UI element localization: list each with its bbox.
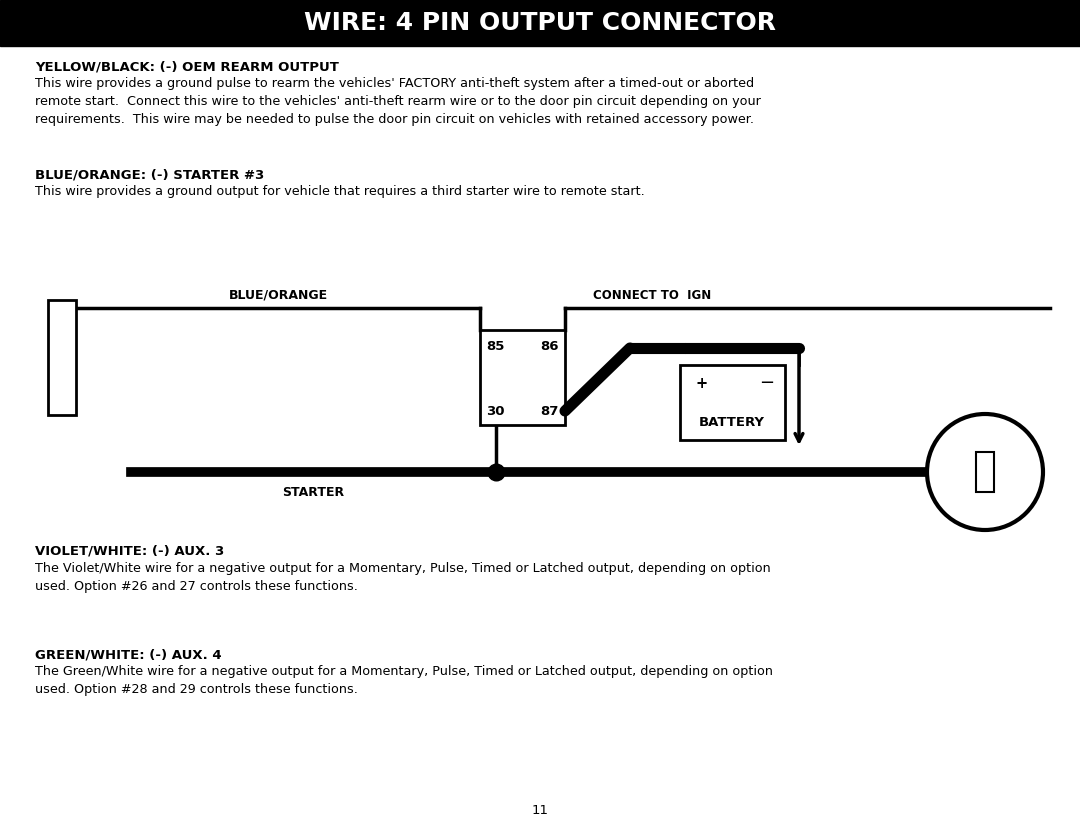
Text: 11: 11 — [531, 803, 549, 816]
Bar — [48, 300, 76, 415]
Text: +: + — [696, 375, 708, 390]
Text: CONNECT TO  IGN: CONNECT TO IGN — [593, 289, 712, 302]
Bar — [680, 365, 785, 440]
Text: BATTERY: BATTERY — [699, 415, 765, 429]
Text: −: − — [759, 374, 774, 392]
Text: VIOLET/WHITE: (-) AUX. 3: VIOLET/WHITE: (-) AUX. 3 — [35, 545, 225, 558]
Text: 85: 85 — [486, 339, 504, 353]
Text: YELLOW/BLACK: (-) OEM REARM OUTPUT: YELLOW/BLACK: (-) OEM REARM OUTPUT — [35, 60, 339, 73]
Text: This wire provides a ground pulse to rearm the vehicles' FACTORY anti-theft syst: This wire provides a ground pulse to rea… — [35, 77, 761, 126]
Text: The Green/White wire for a negative output for a Momentary, Pulse, Timed or Latc: The Green/White wire for a negative outp… — [35, 665, 773, 696]
Text: BLUE/ORANGE: BLUE/ORANGE — [229, 289, 327, 302]
Text: The Violet/White wire for a negative output for a Momentary, Pulse, Timed or Lat: The Violet/White wire for a negative out… — [35, 562, 771, 593]
Text: GREEN/WHITE: (-) AUX. 4: GREEN/WHITE: (-) AUX. 4 — [35, 648, 221, 661]
Text: 87: 87 — [541, 404, 559, 418]
Text: 30: 30 — [486, 404, 504, 418]
Text: WIRE: 4 PIN OUTPUT CONNECTOR: WIRE: 4 PIN OUTPUT CONNECTOR — [303, 11, 777, 35]
Bar — [976, 452, 994, 492]
Text: BLUE/ORANGE: (-) STARTER #3: BLUE/ORANGE: (-) STARTER #3 — [35, 168, 265, 181]
Text: 86: 86 — [540, 339, 559, 353]
Text: This wire provides a ground output for vehicle that requires a third starter wir: This wire provides a ground output for v… — [35, 185, 645, 198]
Bar — [0, 0, 1080, 46]
Ellipse shape — [927, 414, 1043, 530]
Bar — [480, 330, 565, 425]
Text: STARTER: STARTER — [283, 486, 345, 499]
